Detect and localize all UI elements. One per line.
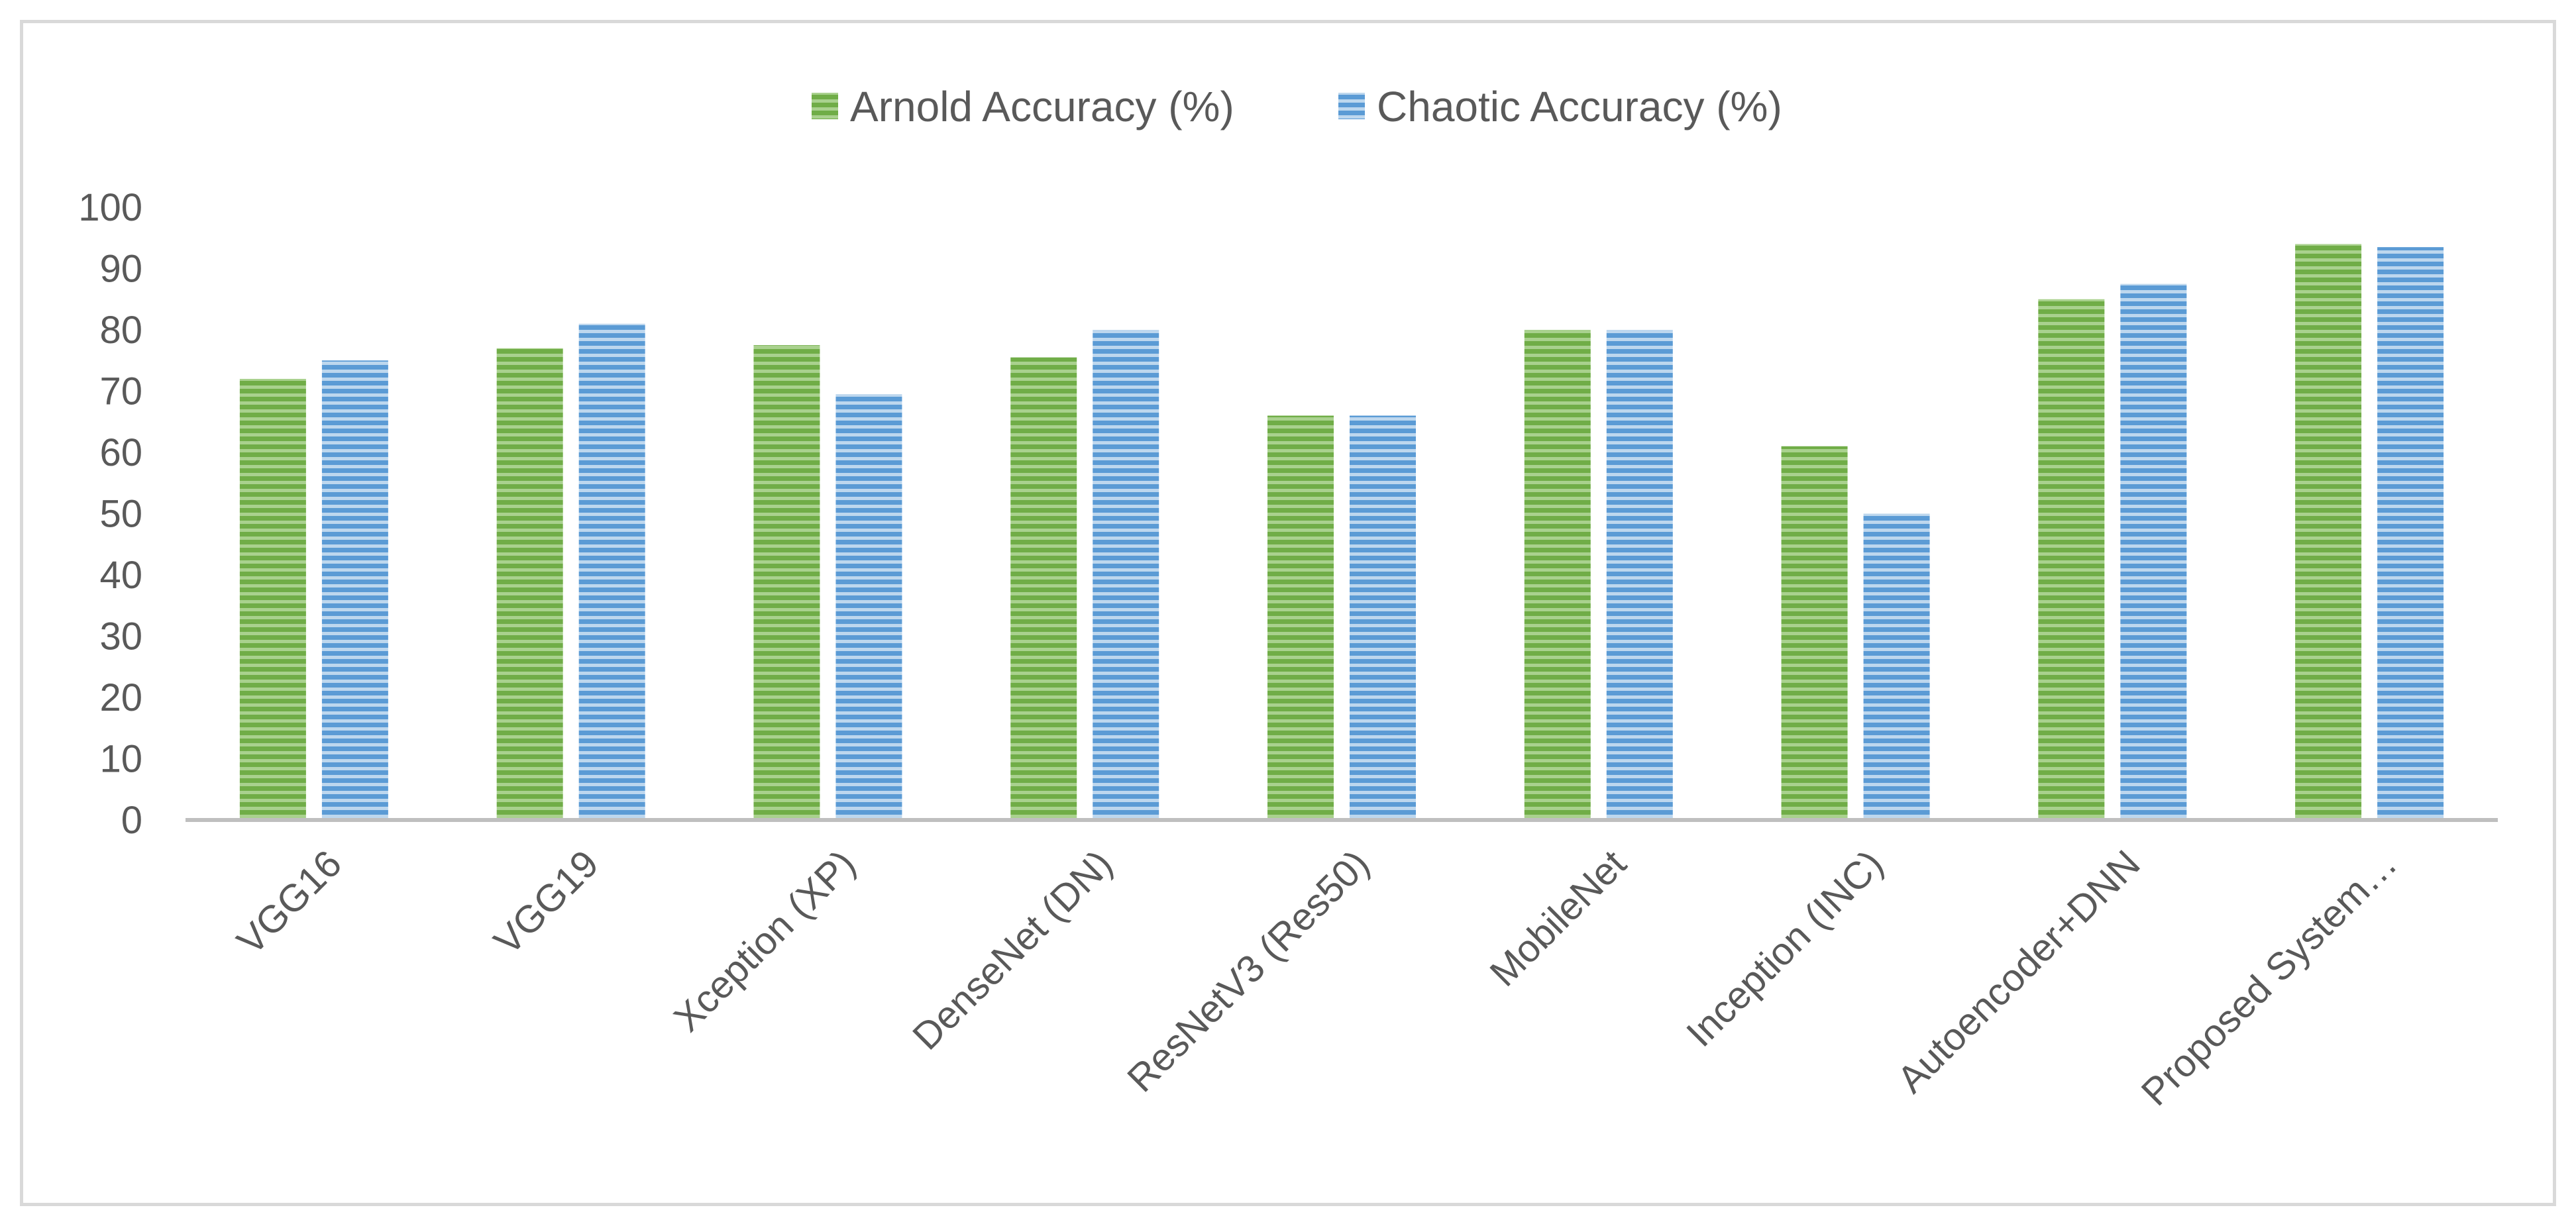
- x-tick-label: Autoencoder+DNN: [1889, 842, 2148, 1101]
- x-tick-label: ResNetV3 (Res50): [1119, 842, 1377, 1100]
- x-tick-label: Inception (INC): [1678, 842, 1892, 1055]
- legend-item-chaotic: Chaotic Accuracy (%): [1338, 83, 1782, 130]
- y-tick-label: 40: [99, 554, 142, 597]
- bar-chaotic: [835, 394, 902, 820]
- y-tick-label: 20: [99, 676, 142, 719]
- y-axis: 0 10 20 30 40 50 60 70 80 90 100: [78, 186, 142, 842]
- legend-label-chaotic: Chaotic Accuracy (%): [1377, 83, 1782, 130]
- y-tick-label: 10: [99, 738, 142, 781]
- y-tick-label: 80: [99, 309, 142, 352]
- y-tick-label: 60: [99, 431, 142, 474]
- bar-arnold: [239, 379, 306, 820]
- x-tick-label: MobileNet: [1481, 842, 1635, 995]
- x-tick-label: Proposed System…: [2133, 842, 2406, 1114]
- bar-chaotic: [2377, 247, 2444, 820]
- y-tick-label: 30: [99, 615, 142, 658]
- legend-item-arnold: Arnold Accuracy (%): [812, 83, 1234, 130]
- x-tick-label: VGG19: [486, 842, 607, 963]
- bar-chaotic: [1606, 330, 1673, 820]
- x-axis-labels: VGG16 VGG19 Xception (XP) DenseNet (DN)ResN…: [229, 842, 2405, 1114]
- legend-label-arnold: Arnold Accuracy (%): [850, 83, 1234, 130]
- bars-group: [239, 244, 2444, 820]
- legend-swatch-chaotic: [1338, 93, 1365, 119]
- bar-arnold: [2038, 299, 2105, 820]
- bar-chaotic: [1350, 415, 1416, 820]
- bar-arnold: [1010, 357, 1077, 820]
- x-tick-label: DenseNet (DN): [904, 842, 1120, 1058]
- bar-arnold: [2295, 244, 2362, 820]
- bar-chaotic: [321, 360, 388, 820]
- bar-chaotic: [1093, 330, 1159, 820]
- bar-chaotic: [2120, 283, 2187, 820]
- bar-arnold: [1267, 415, 1334, 820]
- y-tick-label: 70: [99, 370, 142, 413]
- bar-chaotic: [578, 323, 645, 820]
- bar-arnold: [753, 345, 820, 820]
- chart-frame: Arnold Accuracy (%) Chaotic Accuracy (%)…: [20, 20, 2556, 1206]
- x-tick-label: VGG16: [229, 842, 350, 963]
- bar-chaotic: [1863, 513, 1930, 820]
- legend-swatch-arnold: [812, 93, 838, 119]
- y-tick-label: 0: [121, 799, 142, 842]
- y-tick-label: 90: [99, 248, 142, 291]
- bar-arnold: [1524, 330, 1591, 820]
- y-tick-label: 50: [99, 493, 142, 536]
- y-tick-label: 100: [78, 186, 142, 229]
- bar-arnold: [496, 348, 563, 820]
- legend: Arnold Accuracy (%) Chaotic Accuracy (%): [812, 83, 1782, 130]
- x-tick-label: Xception (XP): [666, 842, 864, 1040]
- bar-arnold: [1781, 446, 1848, 820]
- bar-chart: Arnold Accuracy (%) Chaotic Accuracy (%)…: [78, 83, 2498, 1114]
